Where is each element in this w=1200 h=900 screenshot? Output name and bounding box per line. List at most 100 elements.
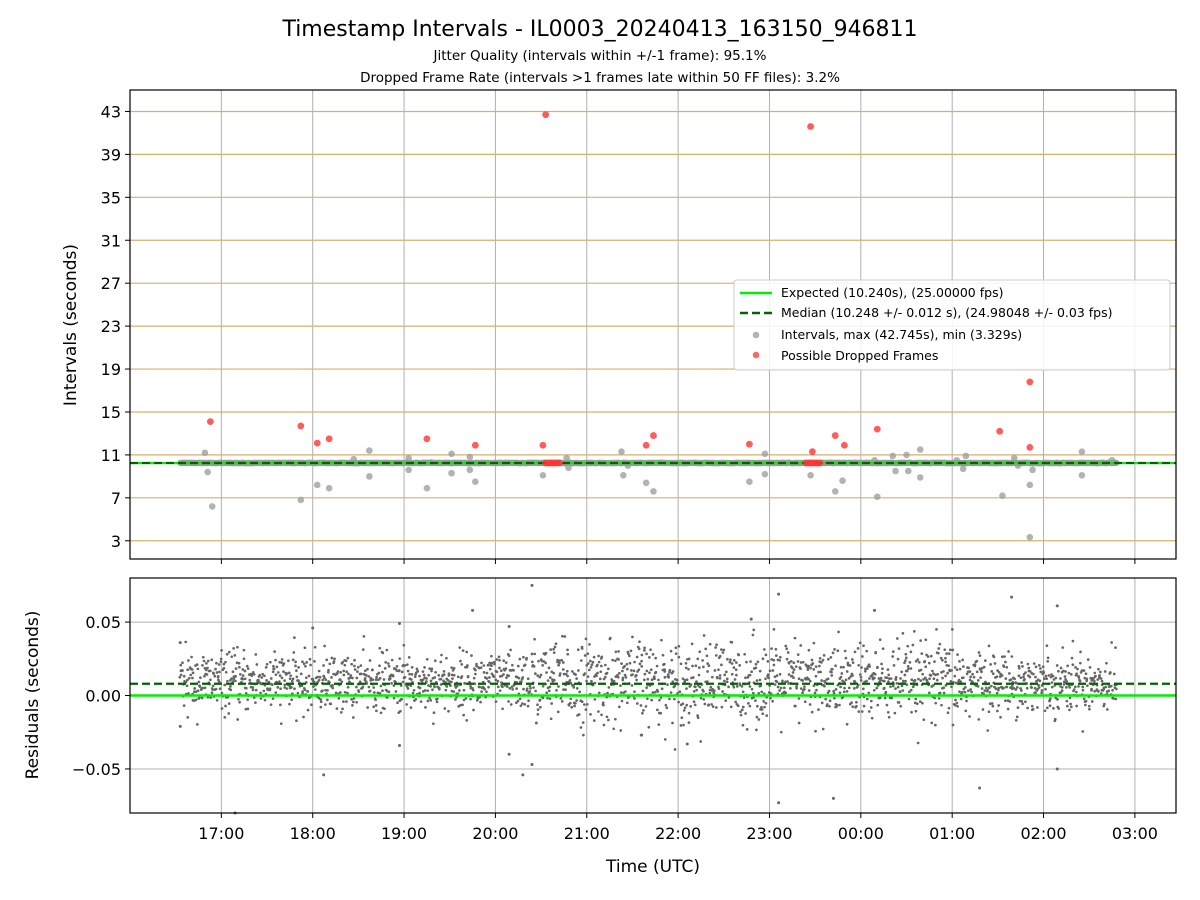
residual-point: [1114, 687, 1118, 691]
residual-point: [261, 672, 265, 676]
residual-point: [492, 675, 496, 679]
residual-point: [483, 687, 487, 691]
residual-point: [746, 702, 750, 705]
residual-point: [519, 680, 523, 684]
residual-point: [755, 679, 759, 682]
residual-point: [738, 683, 742, 687]
residual-point: [710, 703, 713, 706]
residual-point: [346, 685, 350, 689]
residual-point: [301, 691, 304, 695]
residual-point: [682, 723, 685, 727]
residual-point: [1048, 704, 1052, 708]
residual-point: [373, 691, 376, 694]
residual-point: [274, 658, 277, 662]
residual-point: [1056, 698, 1059, 701]
residual-point: [533, 637, 536, 641]
residual-point: [944, 674, 947, 678]
residual-point: [899, 704, 903, 708]
residual-point: [725, 677, 729, 681]
residual-point: [291, 677, 295, 681]
residual-point: [1099, 692, 1103, 695]
residual-point: [715, 643, 718, 647]
residual-point: [860, 710, 864, 713]
residual-point: [896, 657, 900, 661]
residual-point: [490, 664, 493, 668]
residual-point: [954, 698, 957, 702]
residual-point: [363, 669, 367, 673]
residual-point: [336, 670, 340, 673]
residual-point: [735, 661, 738, 664]
residual-point: [842, 690, 846, 694]
residual-point: [362, 635, 366, 638]
residual-point: [460, 675, 464, 678]
residual-point: [564, 672, 568, 676]
residual-point: [1015, 715, 1019, 719]
residual-point: [295, 669, 298, 672]
residual-point: [405, 703, 408, 706]
residual-point: [744, 676, 747, 680]
residual-point: [696, 657, 700, 661]
residual-point: [1076, 667, 1079, 671]
residual-point: [907, 667, 910, 671]
residual-point: [695, 680, 698, 683]
residual-point: [997, 688, 1000, 692]
residual-point: [927, 661, 931, 665]
residual-point: [251, 686, 255, 689]
residual-point: [430, 669, 433, 673]
residual-point: [613, 717, 617, 721]
residual-point: [593, 675, 596, 678]
residual-point: [838, 703, 841, 707]
residual-point: [461, 649, 465, 653]
residual-point: [896, 637, 899, 640]
residual-point: [912, 630, 916, 633]
residual-point: [692, 700, 696, 704]
residual-point: [979, 676, 982, 680]
residual-point: [958, 667, 962, 671]
interval-point: [642, 479, 650, 487]
residual-point: [252, 696, 256, 699]
residual-point: [1031, 707, 1035, 711]
residual-point: [279, 722, 283, 726]
residual-point: [891, 655, 895, 658]
residual-point: [252, 672, 256, 676]
residual-point: [530, 583, 534, 587]
residual-point: [984, 686, 988, 690]
interval-point: [892, 467, 899, 475]
residual-point: [687, 711, 691, 715]
residual-point: [548, 697, 552, 700]
residual-point: [959, 680, 963, 684]
residual-point: [843, 649, 847, 653]
residual-point: [756, 660, 760, 664]
residual-point: [206, 666, 209, 670]
residual-point: [287, 659, 290, 663]
residual-point: [1081, 685, 1085, 689]
residual-point: [486, 663, 490, 667]
residual-point: [835, 703, 839, 707]
residual-point: [400, 670, 404, 674]
residual-point: [419, 700, 423, 703]
residual-point: [683, 678, 687, 682]
residual-point: [916, 658, 920, 661]
residual-point: [210, 658, 214, 662]
residual-point: [299, 672, 303, 676]
residual-point: [931, 684, 935, 687]
residual-point: [943, 648, 947, 652]
residual-point: [1057, 707, 1061, 710]
residual-point: [901, 689, 905, 692]
intervals-points: [201, 446, 1116, 541]
residual-point: [573, 701, 577, 705]
residual-point: [264, 666, 268, 669]
residual-point: [1073, 685, 1077, 689]
residual-point: [839, 685, 842, 689]
residual-point: [590, 663, 594, 667]
residual-point: [558, 659, 561, 663]
residual-point: [995, 675, 999, 679]
residual-point: [1096, 678, 1100, 681]
residual-point: [244, 707, 248, 711]
residual-point: [845, 722, 849, 726]
residual-point: [218, 687, 222, 691]
residual-point: [718, 654, 722, 658]
residual-point: [710, 675, 714, 679]
residual-point: [889, 677, 893, 680]
residual-point: [248, 678, 252, 682]
